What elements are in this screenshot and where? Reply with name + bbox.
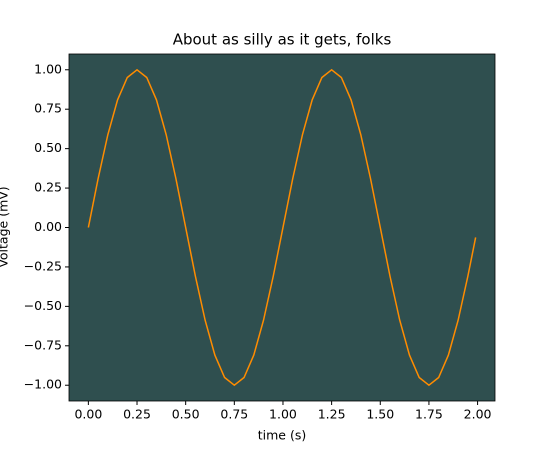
x-tick-label: 1.75	[415, 407, 443, 422]
y-tick-label: −0.50	[24, 298, 62, 313]
y-axis-label: Voltage (mV)	[0, 186, 11, 267]
x-tick-label: 0.75	[220, 407, 248, 422]
y-tick-label: −1.00	[24, 377, 62, 392]
y-tick-label: −0.25	[24, 258, 62, 273]
y-tick-label: 0.50	[34, 140, 62, 155]
y-tick-label: 0.00	[34, 219, 62, 234]
x-tick-label: 2.00	[464, 407, 492, 422]
chart-title: About as silly as it gets, folks	[173, 31, 392, 49]
y-tick-label: −0.75	[24, 337, 62, 352]
x-tick-label: 0.25	[123, 407, 151, 422]
plot-area	[69, 54, 495, 401]
axes-frame	[68, 53, 496, 402]
x-tick-label: 0.00	[74, 407, 102, 422]
x-tick-label: 1.25	[318, 407, 346, 422]
y-tick-label: 0.75	[34, 101, 62, 116]
x-axis-label: time (s)	[258, 428, 306, 443]
y-tick-label: 0.25	[34, 180, 62, 195]
y-tick-label: 1.00	[34, 61, 62, 76]
data-line	[87, 68, 477, 387]
x-tick-label: 1.50	[366, 407, 394, 422]
x-tick-label: 1.00	[269, 407, 297, 422]
x-tick-label: 0.50	[172, 407, 200, 422]
